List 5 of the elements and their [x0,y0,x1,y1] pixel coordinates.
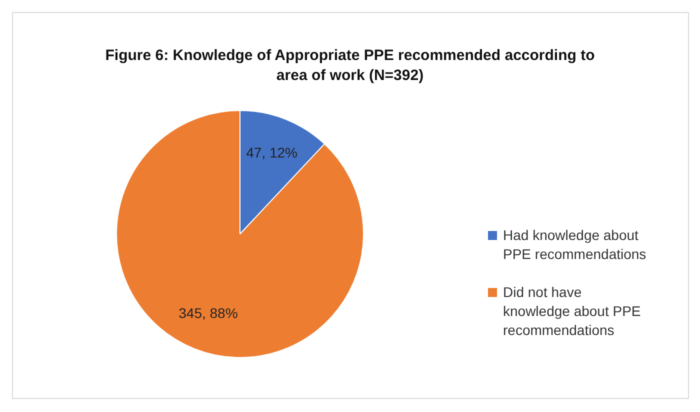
data-label: 47, 12% [246,144,298,160]
legend-label: Did not have knowledge about PPE recommendations [503,283,642,340]
legend-label: Had knowledge about PPE recommendations [503,226,648,264]
data-label: 345, 88% [178,305,238,322]
chart-title: Figure 6: Knowledge of Appropriate PPE recommended according to area of work (N=392) [104,46,596,86]
